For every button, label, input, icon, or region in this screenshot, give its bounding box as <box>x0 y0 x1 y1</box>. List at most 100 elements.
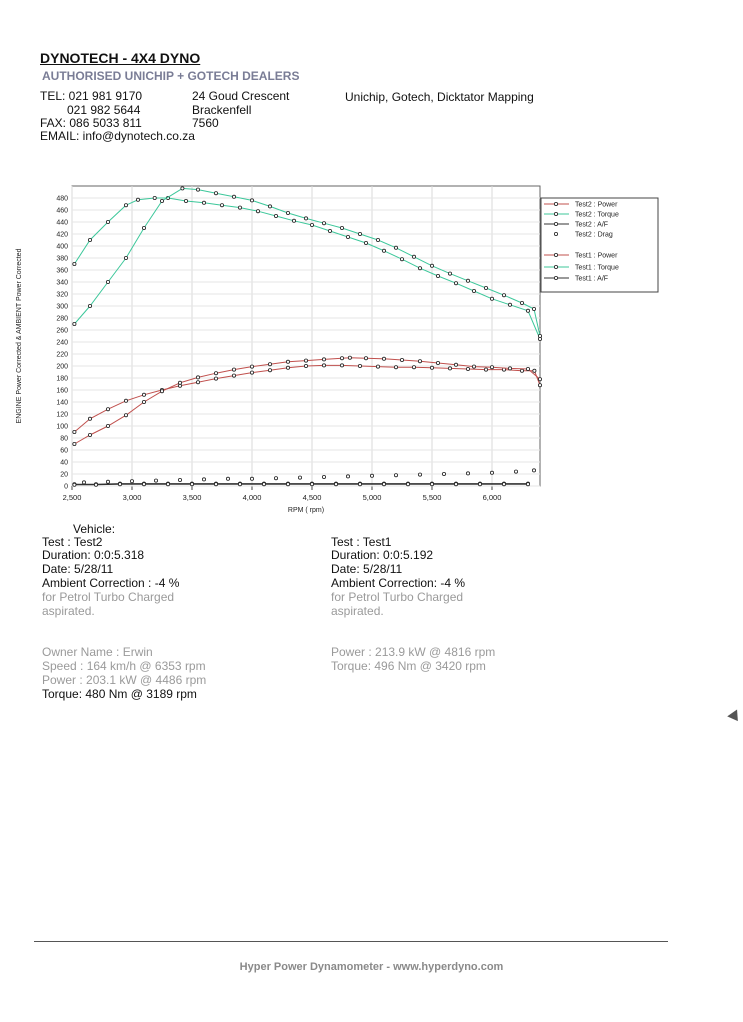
y-axis-label: ENGINE Power Corrected & AMBIENT Power C… <box>16 248 23 423</box>
y-tick-label: 180 <box>56 376 68 383</box>
data-point-test2-torque <box>309 223 314 228</box>
data-point-test1-torque <box>429 263 434 268</box>
test2-note-1: for Petrol Turbo Charged <box>42 590 175 604</box>
data-point-test2-torque <box>417 266 422 271</box>
data-point-test1-power <box>303 358 308 363</box>
data-point-test2-power <box>303 363 308 368</box>
data-point-test2-drag <box>201 477 206 482</box>
data-point-test2-drag <box>297 475 302 480</box>
data-point-test2-torque <box>471 289 476 294</box>
y-tick-label: 240 <box>56 340 68 347</box>
data-point-test2-drag <box>153 478 158 483</box>
data-point-test2-drag <box>345 474 350 479</box>
data-point-test2-power <box>285 365 290 370</box>
data-point-test2-power <box>249 370 254 375</box>
y-tick-label: 280 <box>56 316 68 323</box>
dyno-chart-svg: 2,500 3,000 3,500 4,000 4,500 5,000 5,500 6,000… <box>16 185 659 514</box>
data-point-test1-a-f <box>333 482 338 487</box>
y-tick-label: 100 <box>56 424 68 431</box>
data-point-test2-torque <box>124 203 129 208</box>
plot-frame <box>71 185 541 487</box>
data-point-test1-power <box>249 364 254 369</box>
data-point-test1-a-f <box>285 482 290 487</box>
data-point-test1-power <box>124 413 129 418</box>
x-tick-label: 5,000 <box>363 493 382 502</box>
series-line-test2-power <box>74 364 541 433</box>
data-point-test1-a-f <box>429 482 434 487</box>
data-point-test2-power <box>520 368 525 373</box>
legend-swatch-marker <box>554 253 559 258</box>
legend-swatch-marker <box>554 201 559 206</box>
x-tick-label: 4,500 <box>303 493 322 502</box>
data-point-test2-torque <box>88 238 93 243</box>
data-point-test1-power <box>538 377 543 382</box>
data-point-test1-power <box>489 365 494 370</box>
y-tick-label: 60 <box>60 448 68 455</box>
data-point-test1-torque <box>447 271 452 276</box>
test1-duration: Duration: 0:0:5.192 <box>331 548 434 562</box>
data-point-test1-power <box>399 357 404 362</box>
data-point-test2-torque <box>507 302 512 307</box>
data-point-test1-a-f <box>405 482 410 487</box>
legend-label: Test2 : Torque <box>575 212 619 219</box>
test2-duration: Duration: 0:0:5.318 <box>42 548 145 562</box>
data-point-test2-torque <box>183 198 188 203</box>
data-point-test2-power <box>106 407 111 412</box>
data-point-test1-a-f <box>261 482 266 487</box>
vehicle-label: Vehicle: <box>73 522 116 536</box>
data-point-test2-torque <box>237 205 242 210</box>
data-point-test2-drag <box>177 477 182 482</box>
data-point-test2-drag <box>465 471 470 476</box>
y-tick-label: 0 <box>64 484 68 491</box>
data-point-test2-drag <box>514 469 519 474</box>
data-point-test1-torque <box>180 186 185 191</box>
data-point-test1-power <box>213 371 218 376</box>
data-point-test1-power <box>363 356 368 361</box>
services-text: Unichip, Gotech, Dicktator Mapping <box>345 90 534 104</box>
footer-divider <box>34 941 668 942</box>
legend-label: Test2 : Power <box>575 202 618 209</box>
data-point-test1-a-f <box>237 482 242 487</box>
legend-label: Test1 : Power <box>575 253 618 260</box>
data-point-test1-torque <box>357 232 362 237</box>
data-point-test1-a-f <box>381 482 386 487</box>
data-point-test2-drag <box>393 473 398 478</box>
data-point-test1-torque <box>393 245 398 250</box>
data-point-test2-power <box>213 376 218 381</box>
tel-line-1: TEL: 021 981 9170 <box>40 89 143 103</box>
data-point-test2-drag <box>321 474 326 479</box>
data-point-test1-power <box>106 423 111 428</box>
email-line: EMAIL: info@dynotech.co.za <box>40 129 195 143</box>
test2-peak-power: Power : 203.1 kW @ 4486 rpm <box>42 673 207 687</box>
legend-swatch-marker <box>554 212 559 217</box>
data-point-test2-drag <box>489 470 494 475</box>
data-point-test2-torque <box>72 262 77 267</box>
data-point-test1-power <box>177 380 182 385</box>
data-point-test1-torque <box>483 286 488 291</box>
y-tick-label: 200 <box>56 364 68 371</box>
data-point-test2-torque <box>201 200 206 205</box>
data-point-test2-torque <box>345 235 350 240</box>
data-point-test2-torque <box>435 274 440 279</box>
series-line-test2-torque <box>73 197 541 340</box>
y-tick-label: 140 <box>56 400 68 407</box>
x-axis-label: RPM ( rpm) <box>288 507 324 514</box>
dealers-subtitle: AUTHORISED UNICHIP + GOTECH DEALERS <box>42 69 300 83</box>
data-point-test1-torque <box>339 226 344 231</box>
test2-peak-torque: Torque: 480 Nm @ 3189 rpm <box>42 687 197 701</box>
data-point-test1-torque <box>465 278 470 283</box>
data-point-test2-torque <box>152 195 157 200</box>
test1-peak-torque: Torque: 496 Nm @ 3420 rpm <box>331 659 486 673</box>
data-point-test1-a-f <box>309 482 314 487</box>
data-point-test1-power <box>141 399 146 404</box>
test1-name: Test : Test1 <box>331 535 392 549</box>
data-point-test1-a-f <box>118 482 123 487</box>
y-tick-label: 300 <box>56 304 68 311</box>
data-point-test1-torque <box>501 293 506 298</box>
data-point-test1-a-f <box>165 482 170 487</box>
y-tick-label: 40 <box>60 460 68 467</box>
data-point-test2-power <box>538 383 543 388</box>
y-tick-label: 120 <box>56 412 68 419</box>
data-point-test1-a-f <box>213 482 218 487</box>
data-point-test1-power <box>471 364 476 369</box>
